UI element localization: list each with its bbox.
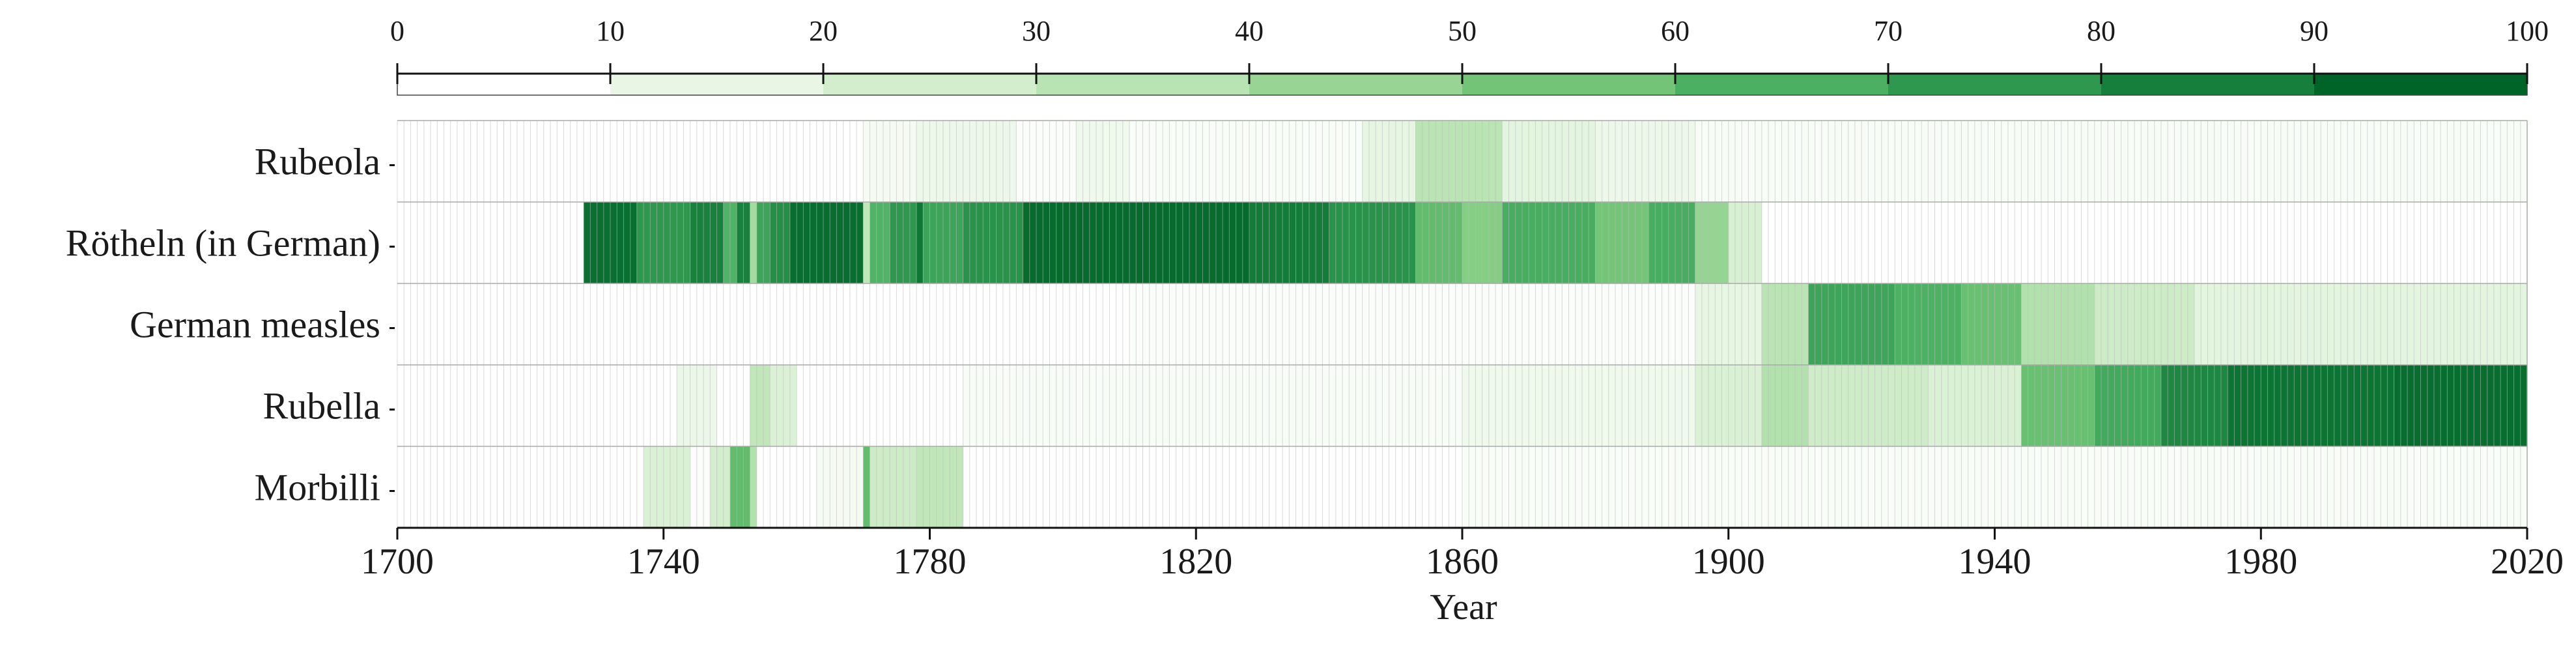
row-label: Rubeola: [255, 141, 380, 183]
colorbar-swatch: [823, 74, 1036, 95]
colorbar-tick-label: 50: [1448, 15, 1477, 47]
year-grid-lines: [397, 121, 2528, 528]
heatmap-cell: [1329, 202, 1416, 283]
heatmap-cell: [690, 202, 724, 283]
heatmap-cell: [916, 121, 1017, 202]
heatmap-cell: [963, 365, 1462, 446]
colorbar-swatch: [397, 74, 610, 95]
heatmap-cell: [870, 446, 917, 528]
x-axis-label: Year: [1430, 587, 1497, 627]
heatmap-cell: [789, 202, 864, 283]
heatmap-cell: [1595, 121, 1695, 202]
x-tick-label: 1860: [1426, 541, 1499, 582]
heatmap-cell: [770, 202, 790, 283]
x-tick-label: 2020: [2491, 541, 2564, 582]
heatmap-cell: [750, 202, 757, 283]
heatmap-cell: [816, 446, 864, 528]
heatmap-cell: [2094, 283, 2195, 365]
heatmap-cell: [1129, 121, 1363, 202]
colorbar-swatch: [2101, 74, 2314, 95]
heatmap-cell: [1415, 121, 1503, 202]
heatmap-cell: [750, 365, 771, 446]
colorbar-tick-label: 20: [809, 15, 838, 47]
x-tick-label: 1900: [1692, 541, 1765, 582]
colorbar-tick-label: 10: [596, 15, 625, 47]
x-tick-label: 1740: [627, 541, 700, 582]
colorbar: 0 10 20 30 40 50 60 70 80 90 100: [390, 15, 2549, 96]
heatmap-cell: [1695, 121, 2527, 202]
colorbar-swatch: [1675, 74, 1888, 95]
heatmap-cell: [963, 202, 1023, 283]
x-tick-label: 1700: [361, 541, 434, 582]
heatmap-cell: [1016, 121, 1077, 202]
heatmap-cell: [1695, 202, 1729, 283]
heatmap-cell: [916, 446, 963, 528]
colorbar-tick-label: 90: [2300, 15, 2328, 47]
colorbar-swatch: [1036, 74, 1249, 95]
heatmap-cell: [2228, 365, 2394, 446]
y-axis: Rubeola Rötheln (in German) German measles…: [66, 141, 395, 509]
colorbar-swatch: [1462, 74, 1675, 95]
heatmap-cell: [2021, 283, 2095, 365]
heatmap-cell: [690, 446, 711, 528]
colorbar-swatch: [610, 74, 823, 95]
colorbar-tick-label: 70: [1874, 15, 1903, 47]
x-axis: 1700 1740 1780 1820 1860 1900 1940 1980 2020: [361, 526, 2564, 582]
colorbar-tick-label: 80: [2087, 15, 2116, 47]
heatmap-cell: [644, 446, 690, 528]
heatmap-grid: [397, 120, 2528, 528]
row-label: Morbilli: [255, 467, 380, 509]
heatmap-cell: [870, 202, 890, 283]
heatmap-cell: [1129, 283, 1695, 365]
heatmap-cell: [1728, 202, 1762, 283]
colorbar-swatch: [1249, 74, 1462, 95]
heatmap-cell: [863, 202, 870, 283]
colorbar-tick-label: 100: [2506, 15, 2549, 47]
colorbar-tick-label: 30: [1022, 15, 1051, 47]
heatmap-cell: [1462, 365, 1695, 446]
x-tick-label: 1980: [2224, 541, 2297, 582]
x-tick-label: 1780: [894, 541, 967, 582]
heatmap-cell: [710, 446, 730, 528]
heatmap-cell: [750, 446, 757, 528]
colorbar-tick-label: 40: [1235, 15, 1264, 47]
heatmap-cell: [1808, 283, 1895, 365]
colorbar-tick-label: 60: [1661, 15, 1690, 47]
row-label: Rubella: [263, 385, 380, 427]
heatmap-cell: [2021, 365, 2095, 446]
colorbar-swatch: [1888, 74, 2101, 95]
x-tick-label: 1940: [1959, 541, 2031, 582]
heatmap-cell: [1761, 365, 1809, 446]
colorbar-tick-label: 0: [390, 15, 404, 47]
heatmap-cell: [1961, 283, 2022, 365]
heatmap-cell: [1761, 283, 1809, 365]
heatmap-cell: [916, 202, 924, 283]
heatmap-cell: [1415, 202, 1462, 283]
heatmap-cell: [1649, 202, 1695, 283]
heatmap-cell: [863, 446, 870, 528]
colorbar-swatch: [2314, 74, 2527, 95]
x-tick-label: 1820: [1159, 541, 1232, 582]
row-label: German measles: [130, 304, 380, 346]
heatmap-cell: [729, 446, 750, 528]
row-label: Rötheln (in German): [66, 222, 380, 265]
